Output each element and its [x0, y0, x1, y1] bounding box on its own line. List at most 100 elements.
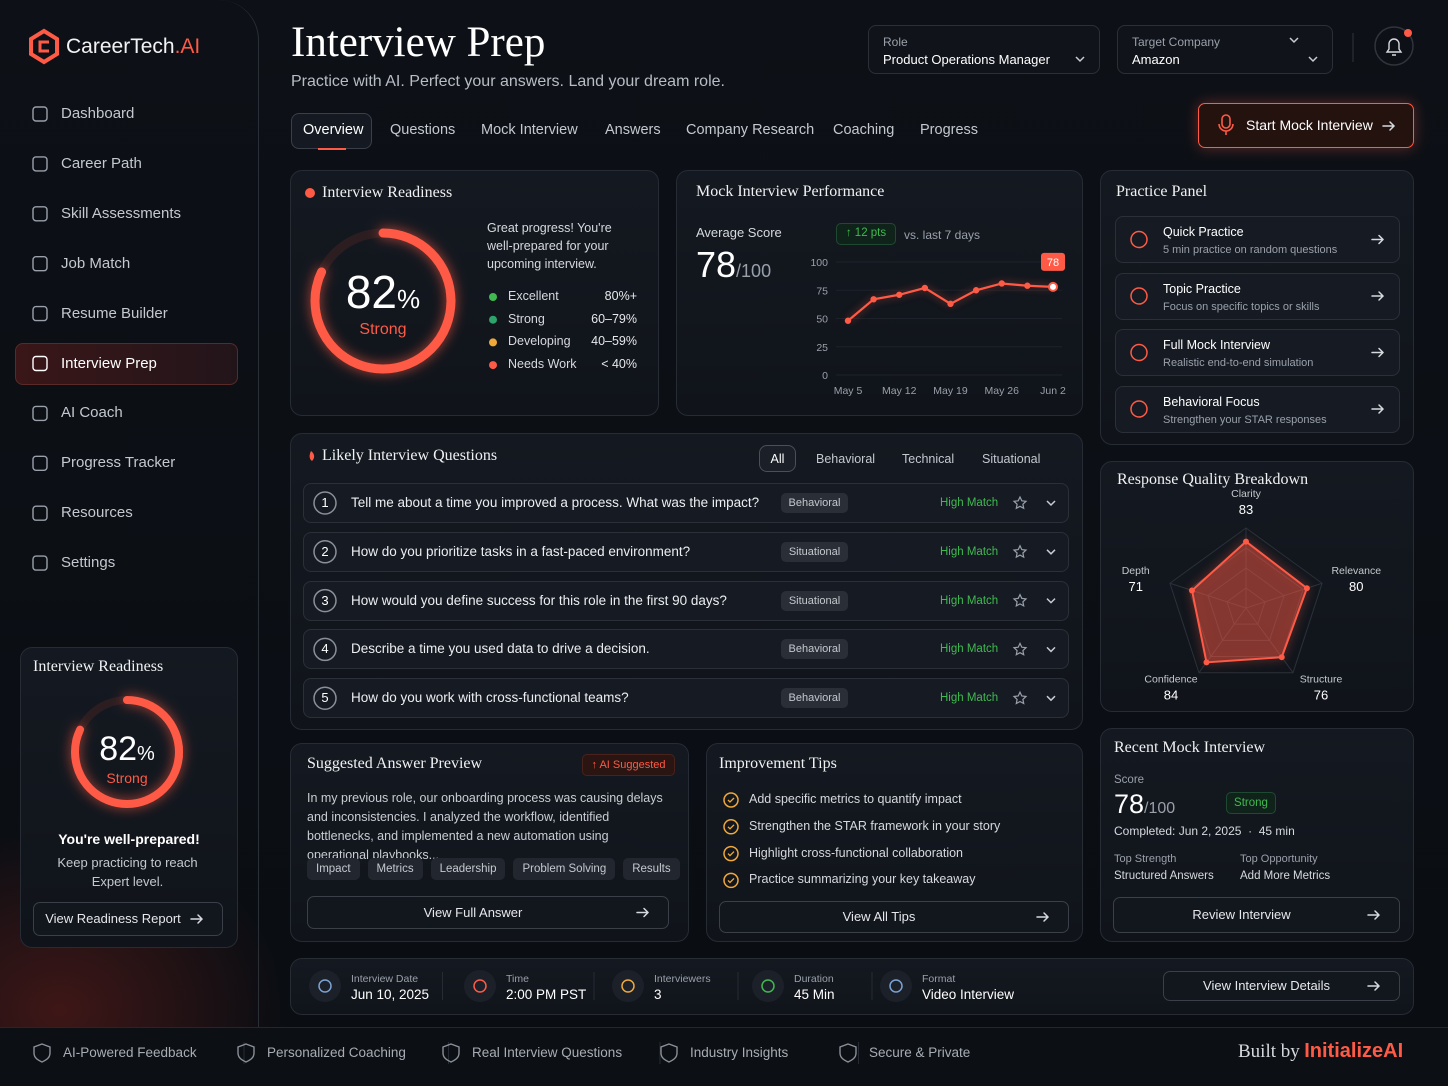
tab[interactable]: Answers	[605, 122, 661, 138]
tab[interactable]: Coaching	[833, 122, 895, 138]
practice-item-title: Quick Practice	[1163, 225, 1244, 239]
tip-text: Strengthen the STAR framework in your st…	[749, 818, 1001, 833]
answer-title: Suggested Answer Preview	[307, 755, 483, 772]
detail-label: Time	[506, 973, 529, 985]
nav-item[interactable]: Resume Builder	[61, 304, 168, 322]
answer-tag: Results	[623, 858, 680, 880]
view-tips-button-label: View All Tips	[842, 909, 916, 924]
tab[interactable]: Questions	[390, 122, 456, 138]
question-match: High Match	[940, 497, 999, 509]
practice-item[interactable]	[1115, 329, 1400, 376]
performance-title: Mock Interview Performance	[696, 183, 885, 200]
score-value: 82	[345, 266, 398, 318]
question-match: High Match	[940, 692, 999, 705]
nav-item[interactable]: AI Coach	[61, 404, 123, 422]
filter[interactable]: All	[770, 452, 785, 466]
bell-button	[1374, 26, 1414, 66]
tab[interactable]: Progress	[920, 122, 979, 138]
answer-tag: Problem Solving	[513, 858, 616, 880]
filter[interactable]: Behavioral	[816, 452, 876, 466]
nav-item[interactable]: Interview Prep	[61, 354, 157, 372]
recent-status: Strong	[1234, 797, 1268, 809]
practice-item-desc: Focus on specific topics or skills	[1163, 300, 1320, 313]
question-text: Tell me about a time you improved a proc…	[351, 495, 760, 510]
questions-title: Likely Interview Questions	[322, 447, 498, 464]
readiness-report-button-label: View Readiness Report	[45, 911, 181, 926]
nav-item[interactable]: Resources	[61, 504, 133, 522]
nav-item[interactable]: Dashboard	[61, 105, 135, 122]
review-button[interactable]	[1113, 897, 1400, 933]
practice-item-desc: Realistic end-to-end simulation	[1163, 357, 1314, 369]
practice-item[interactable]	[1115, 272, 1400, 320]
question-text: How would you define success for this ro…	[351, 592, 727, 608]
question-row[interactable]	[303, 580, 1069, 621]
question-text: How do you work with cross-functional te…	[351, 690, 629, 706]
view-tips-button[interactable]	[719, 901, 1069, 933]
feature-text: Industry Insights	[690, 1045, 789, 1060]
detail-label: Interview Date	[351, 973, 419, 985]
average-score: 78/100	[696, 244, 771, 286]
nav-item[interactable]: Skill Assessments	[61, 204, 182, 222]
feature-text: Real Interview Questions	[472, 1045, 623, 1060]
nav-item[interactable]: Progress Tracker	[61, 454, 176, 472]
tip-text: Highlight cross-functional collaboration	[749, 845, 964, 860]
practice-item-desc: Strengthen your STAR responses	[1163, 413, 1327, 426]
page-title: Interview Prep	[291, 19, 546, 66]
category-tag	[781, 493, 848, 513]
start-mock-button[interactable]	[1198, 103, 1414, 148]
details-button[interactable]	[1163, 971, 1400, 1001]
tab[interactable]: Overview	[303, 122, 364, 138]
role-value: Product Operations Manager	[883, 52, 1050, 67]
legend-range: < 40%	[601, 357, 637, 372]
answer-tag: Impact	[307, 858, 360, 880]
sidebar	[0, 0, 259, 1027]
question-row[interactable]	[303, 531, 1069, 572]
score-unit: %	[137, 743, 155, 765]
question-row[interactable]	[303, 629, 1069, 670]
question-row[interactable]	[303, 678, 1069, 719]
practice-item-desc: 5 min practice on random questions	[1163, 244, 1338, 256]
legend-range: 80%+	[604, 289, 637, 303]
readiness-score: 82%	[323, 265, 443, 319]
detail-value: Jun 10, 2025	[351, 987, 430, 1002]
nav-item[interactable]: Job Match	[61, 254, 131, 272]
legend-range: 60–79%	[591, 311, 637, 326]
question-match: High Match	[940, 545, 999, 558]
details-button-label: View Interview Details	[1203, 978, 1330, 993]
tip-text: Practice summarizing your key takeaway	[749, 872, 976, 887]
view-answer-button[interactable]	[307, 896, 669, 929]
nav-item[interactable]: Career Path	[61, 154, 142, 172]
view-answer-button-label: View Full Answer	[423, 905, 523, 920]
role-dropdown[interactable]	[868, 25, 1100, 74]
company-dropdown[interactable]	[1117, 25, 1333, 74]
question-category: Behavioral	[788, 643, 841, 656]
opportunity-value: Add More Metrics	[1240, 870, 1331, 882]
tip-text: Add specific metrics to quantify impact	[749, 792, 962, 806]
question-row[interactable]	[303, 483, 1069, 523]
practice-item[interactable]	[1115, 216, 1400, 263]
practice-item[interactable]	[1115, 385, 1400, 433]
legend-label: Developing	[508, 334, 571, 349]
detail-label: Format	[922, 973, 956, 985]
tab[interactable]: Mock Interview	[481, 122, 578, 138]
answer-tag: Metrics	[367, 858, 423, 880]
legend-label: Strong	[508, 311, 545, 326]
quality-card	[1100, 461, 1414, 712]
question-match: High Match	[940, 643, 999, 656]
category-tag	[781, 639, 848, 660]
score-max: /100	[1144, 800, 1176, 817]
filter[interactable]: Technical	[902, 452, 955, 466]
built-by: Built by InitializeAI	[1238, 1040, 1403, 1063]
tab[interactable]: Company Research	[686, 122, 815, 138]
question-text: How do you prioritize tasks in a fast-pa…	[351, 543, 691, 559]
legend-label: Needs Work	[508, 357, 577, 372]
company-label: Target Company	[1132, 35, 1221, 49]
question-category: Situational	[788, 594, 841, 607]
company-value: Amazon	[1132, 52, 1180, 67]
filter[interactable]: Situational	[982, 452, 1041, 466]
nav-item[interactable]: Settings	[61, 554, 116, 572]
answer-tag: Leadership	[430, 858, 506, 880]
practice-title: Practice Panel	[1116, 183, 1208, 200]
sidebar-status: Strong	[106, 770, 148, 786]
change-badge	[836, 223, 896, 245]
